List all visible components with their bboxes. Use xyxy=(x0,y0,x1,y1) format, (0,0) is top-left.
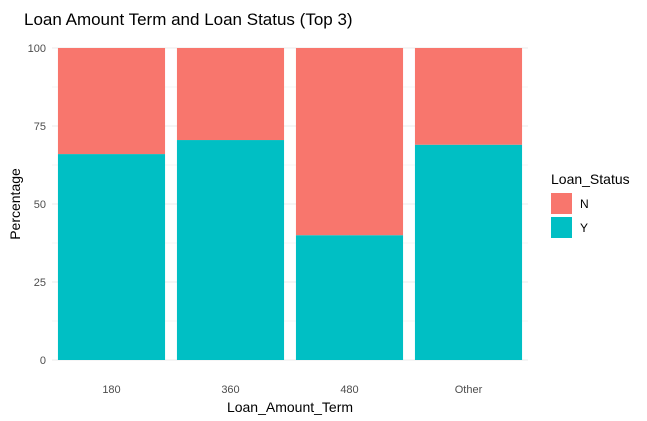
legend-label-n: N xyxy=(580,197,589,211)
y-tick-label: 50 xyxy=(34,199,46,211)
bar-n-180 xyxy=(57,48,166,155)
bar-y-other xyxy=(414,144,523,360)
bar-n-360 xyxy=(176,48,285,141)
y-tick-label: 0 xyxy=(40,355,46,367)
bar-y-480 xyxy=(295,235,404,360)
y-tick-label: 75 xyxy=(34,121,46,133)
x-tick-label: 480 xyxy=(340,384,358,396)
legend-swatch-y xyxy=(551,217,572,238)
bar-y-360 xyxy=(176,140,285,360)
bar-n-other xyxy=(414,48,523,145)
y-tick-label: 25 xyxy=(34,277,46,289)
x-tick-label: 180 xyxy=(102,384,120,396)
y-axis-title: Percentage xyxy=(7,168,23,240)
bars xyxy=(57,48,523,360)
chart-title: Loan Amount Term and Loan Status (Top 3) xyxy=(24,10,353,29)
x-axis-ticks: 180 360 480 Other xyxy=(102,384,482,396)
legend-swatch-n xyxy=(551,193,572,214)
legend: Loan_Status NY xyxy=(551,171,630,238)
y-axis-ticks: 0 25 50 75 100 xyxy=(28,43,46,367)
x-axis-title: Loan_Amount_Term xyxy=(227,399,353,415)
bar-n-480 xyxy=(295,48,404,236)
legend-items: NY xyxy=(551,193,589,238)
x-tick-label: 360 xyxy=(221,384,239,396)
x-tick-label: Other xyxy=(455,384,483,396)
legend-title: Loan_Status xyxy=(551,171,630,187)
legend-label-y: Y xyxy=(580,221,588,235)
bar-y-180 xyxy=(57,154,166,360)
y-tick-label: 100 xyxy=(28,43,46,55)
